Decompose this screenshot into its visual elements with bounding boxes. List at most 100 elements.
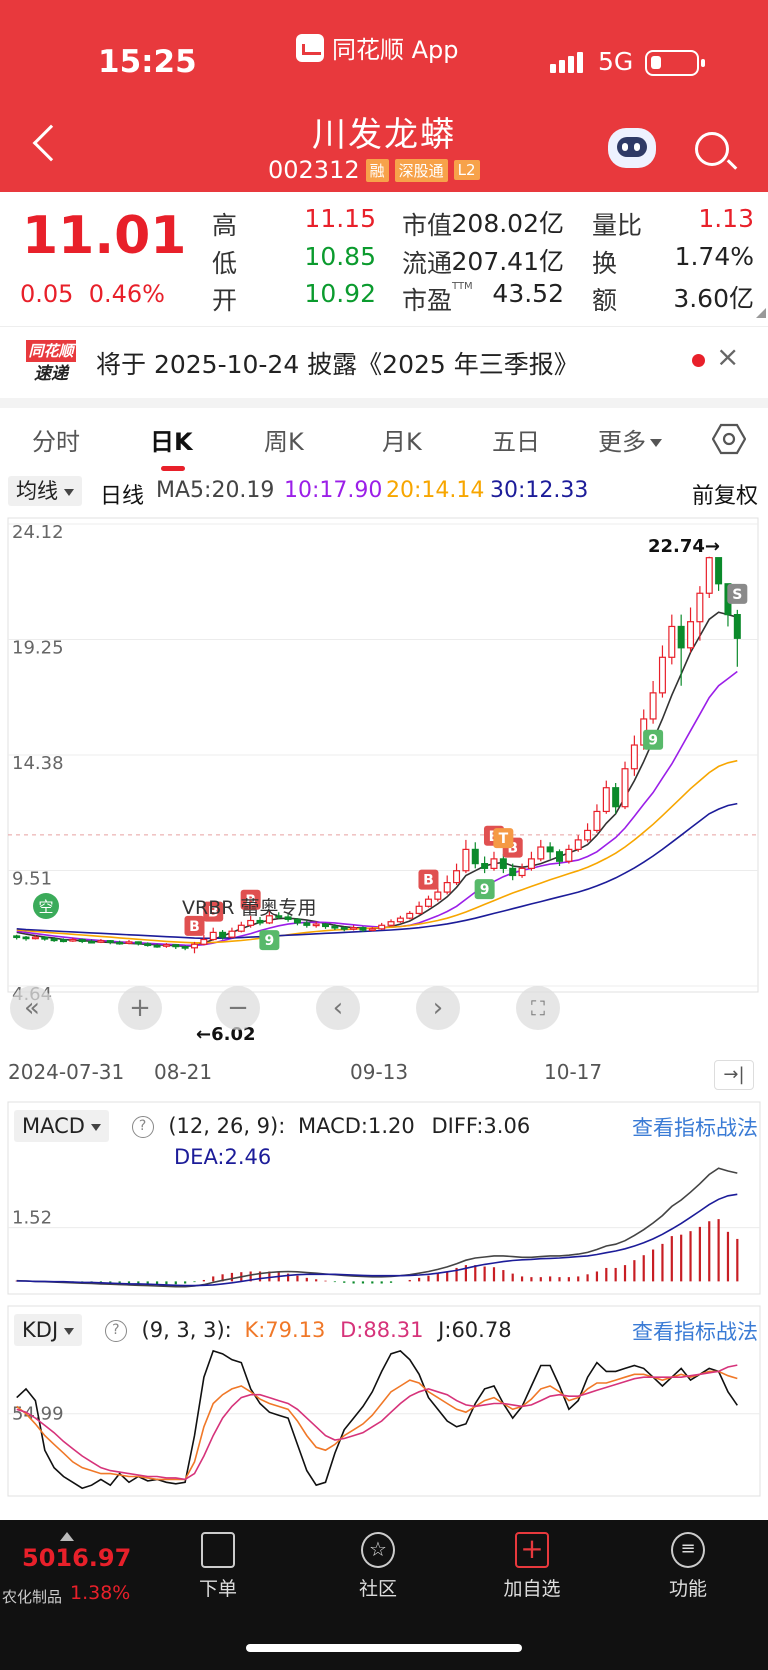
bottom-bar: 5016.97 农化制品 1.38% 下单 ☆ 社区 + 加自选 ≡ 功能 (0, 1520, 768, 1670)
rewind-button[interactable]: « (10, 986, 54, 1030)
dropdown-arrow-icon (64, 488, 74, 496)
candle (340, 926, 348, 932)
empty-badge-label: 空 (38, 898, 53, 916)
candle (602, 780, 610, 814)
candle (687, 607, 695, 653)
kdj-strategy-link[interactable]: 查看指标战法 (632, 1320, 758, 1344)
candle-body (443, 881, 451, 893)
candle-body (555, 851, 564, 862)
ma5-label: MA5:20.19 (156, 478, 275, 503)
float-label: 流通 (402, 249, 453, 278)
prev-button[interactable]: ‹ (316, 986, 360, 1030)
ma-selector[interactable]: 均线 (8, 476, 82, 506)
macd-strategy-link[interactable]: 查看指标战法 (632, 1116, 758, 1140)
candle-body (499, 858, 507, 869)
buy-badge: B (240, 889, 261, 910)
news-banner[interactable]: 同花顺 速递 将于 2025-10-24 披露《2025 年三季报》 (0, 326, 768, 398)
candle-body (172, 944, 180, 948)
help-icon[interactable]: ? (131, 1116, 154, 1138)
robot-assistant-icon[interactable] (608, 128, 656, 168)
zoom-in-button[interactable]: + (118, 986, 162, 1030)
candle-body (471, 848, 479, 865)
nine-count-badge-label: 9 (648, 733, 658, 749)
candle-body (537, 846, 545, 860)
nav-functions[interactable]: ≡ 功能 (638, 1532, 738, 1601)
zoom-out-button[interactable]: − (216, 986, 260, 1030)
tab-monthly-k[interactable]: 月K (382, 428, 422, 456)
buy-badge: B (203, 901, 224, 922)
turnover-label: 换 (592, 249, 618, 278)
nav-community[interactable]: ☆ 社区 (328, 1532, 428, 1601)
nav-add-watchlist[interactable]: + 加自选 (503, 1532, 561, 1600)
tab-weekly-k[interactable]: 周K (264, 428, 304, 456)
buy-badge-label: B (208, 905, 219, 921)
nav-order[interactable]: 下单 (168, 1532, 268, 1601)
close-icon[interactable]: × (716, 340, 740, 373)
ma-line-ma10 (16, 670, 738, 947)
jump-latest-icon[interactable]: →| (714, 1060, 754, 1090)
news-text[interactable]: 将于 2025-10-24 披露《2025 年三季报》 (96, 350, 579, 379)
candle (190, 941, 199, 954)
candle (705, 556, 713, 598)
battery-icon (645, 50, 705, 76)
candle (434, 887, 442, 902)
macd-selector[interactable]: MACD (14, 1110, 109, 1142)
candle (630, 735, 638, 776)
settings-icon[interactable] (712, 422, 746, 456)
candle-body (630, 744, 638, 770)
candle-body (162, 944, 170, 947)
kdj-selector[interactable]: KDJ (14, 1314, 83, 1346)
candle-body (715, 557, 723, 585)
candle (13, 934, 21, 940)
kdj-chart: 54.99 (7, 1305, 761, 1497)
diff-value: DIFF:3.06 (431, 1114, 531, 1138)
fullscreen-icon[interactable]: ⛶ (516, 986, 560, 1030)
candle (162, 943, 170, 948)
tab-five-day[interactable]: 五日 (492, 428, 540, 456)
buy-badge-label: B (189, 919, 200, 935)
candle (303, 920, 311, 928)
candle (424, 895, 432, 908)
y-tick-label: 24.12 (12, 522, 64, 543)
candle (509, 863, 517, 881)
empty-badge-circle (33, 893, 59, 919)
candle-body (275, 915, 283, 918)
k-value: K:79.13 (244, 1318, 326, 1342)
help-icon[interactable]: ? (104, 1320, 127, 1342)
tab-more[interactable]: 更多 (598, 422, 662, 457)
candle-body (453, 870, 461, 884)
app-logo-icon (296, 33, 324, 62)
candle (31, 935, 39, 940)
candle-body (424, 898, 432, 907)
search-icon[interactable] (695, 132, 729, 166)
candle-body (22, 936, 30, 940)
sector-name[interactable]: 农化制品 (2, 1588, 63, 1606)
d-value: D:88.31 (340, 1318, 424, 1342)
buy-badge-bg (418, 869, 439, 890)
t-badge: T (493, 828, 514, 849)
candle (396, 915, 404, 923)
ttm-superscript: TTM (452, 281, 473, 292)
sector-index-value[interactable]: 5016.97 (22, 1544, 132, 1572)
y-tick-label: 19.25 (12, 638, 64, 659)
adjust-mode[interactable]: 前复权 (692, 484, 759, 509)
candle-body (219, 931, 227, 938)
candle (359, 926, 367, 932)
candle-body (312, 923, 320, 927)
kdj-j-line (16, 1349, 738, 1490)
status-time: 15:25 (98, 44, 197, 80)
candle-body (509, 867, 517, 877)
candle (200, 934, 208, 946)
candle (555, 849, 564, 866)
tab-intraday[interactable]: 分时 (32, 428, 80, 456)
expand-corner-icon[interactable] (756, 308, 766, 318)
candle (41, 936, 49, 941)
candle (256, 916, 264, 926)
tab-daily-k[interactable]: 日K (150, 428, 193, 456)
next-button[interactable]: › (416, 986, 460, 1030)
candle-body (649, 692, 657, 720)
float-value: 207.41亿 (451, 247, 564, 276)
buy-badge-bg (184, 915, 205, 936)
stock-name: 川发龙蟒 (312, 115, 456, 155)
